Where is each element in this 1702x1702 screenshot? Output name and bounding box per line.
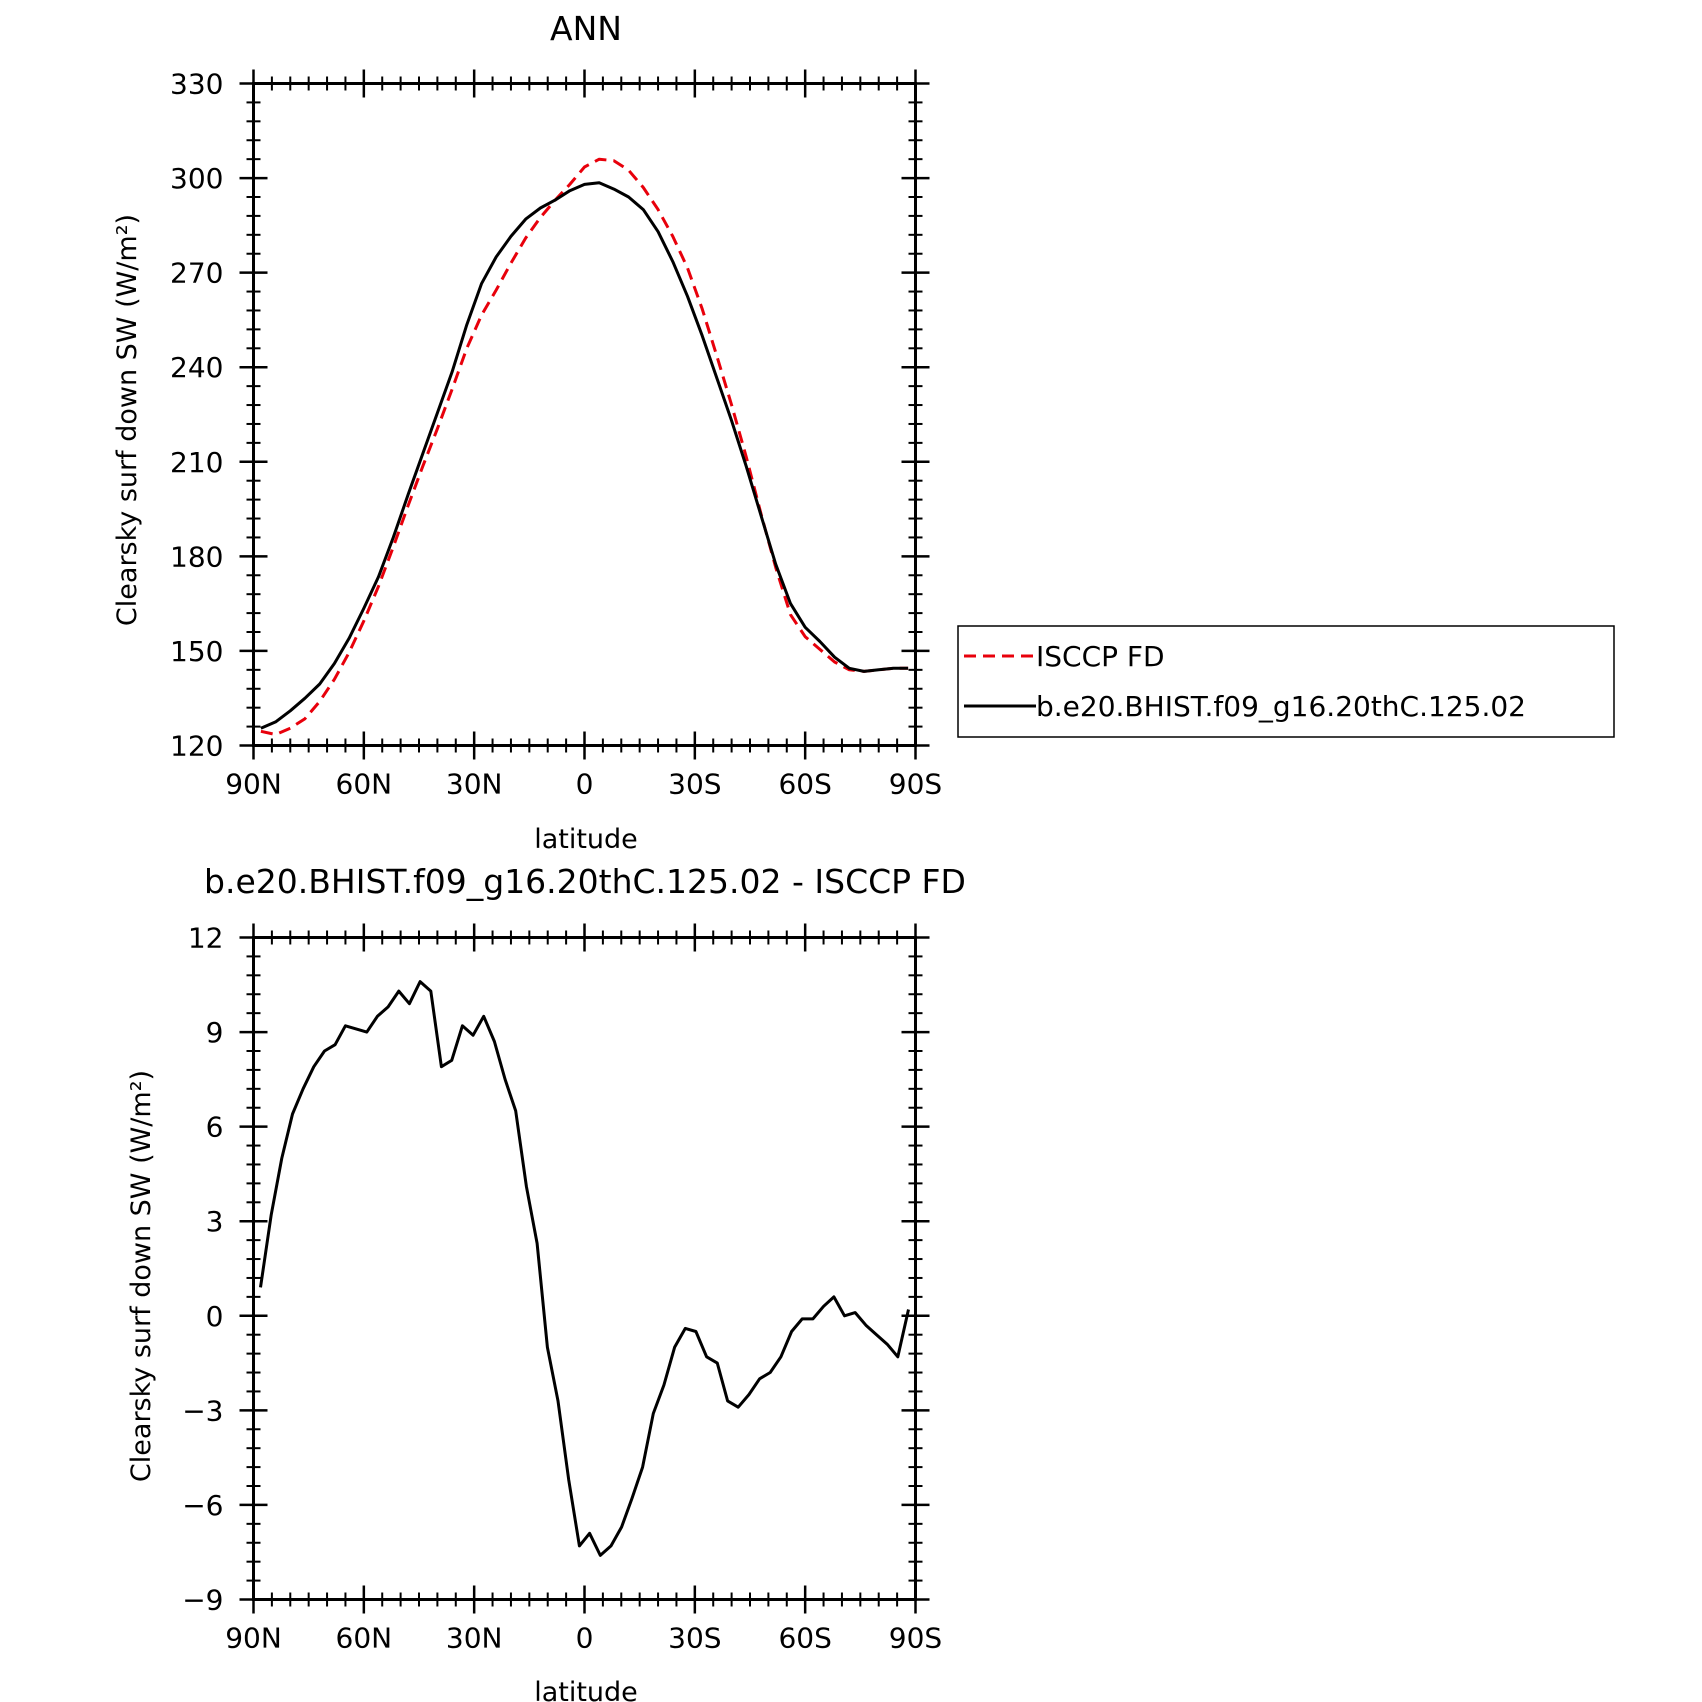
- y-tick-label: 6: [206, 1111, 224, 1144]
- plot-frame: [252, 82, 917, 747]
- x-tick-label: 90N: [225, 768, 282, 801]
- y-tick-label: 210: [170, 446, 223, 479]
- x-tick-label: 30N: [446, 768, 503, 801]
- x-tick-label: 90N: [225, 1622, 282, 1655]
- x-tick-label: 90S: [889, 1622, 942, 1655]
- y-tick-label: 0: [206, 1300, 224, 1333]
- x-axis-title: latitude: [534, 824, 638, 855]
- y-tick-label: 3: [206, 1205, 224, 1238]
- y-tick-label: 150: [170, 635, 223, 668]
- y-tick-label: 330: [170, 68, 223, 101]
- legend-label-model: b.e20.BHIST.f09_g16.20thC.125.02: [1036, 690, 1526, 723]
- x-tick-label: 60S: [778, 768, 831, 801]
- chart-title: b.e20.BHIST.f09_g16.20thC.125.02 - ISCCP…: [204, 862, 966, 901]
- x-tick-label: 60S: [778, 1622, 831, 1655]
- y-tick-label: −9: [182, 1584, 223, 1617]
- y-tick-label: 270: [170, 257, 223, 290]
- series-line-1: [260, 181, 909, 730]
- chart-title: ANN: [550, 9, 622, 48]
- x-tick-label: 60N: [336, 1622, 393, 1655]
- y-tick-label: 300: [170, 162, 223, 195]
- annual-zonal-mean-panel: ANN Clearsky surf down SW (W/m²) latitud…: [112, 9, 1615, 855]
- difference-panel: b.e20.BHIST.f09_g16.20thC.125.02 - ISCCP…: [126, 862, 966, 1702]
- y-tick-label: −3: [182, 1394, 223, 1427]
- x-tick-label: 90S: [889, 768, 942, 801]
- x-tick-label: 30N: [446, 1622, 503, 1655]
- x-tick-label: 60N: [336, 768, 393, 801]
- series-layer: [259, 980, 910, 1557]
- series-layer: [260, 157, 909, 736]
- y-tick-label: 120: [170, 730, 223, 763]
- legend-box: [957, 625, 1615, 738]
- y-tick-label: −6: [182, 1489, 223, 1522]
- y-tick-label: 180: [170, 540, 223, 573]
- y-tick-label: 12: [188, 922, 224, 955]
- y-axis-title: Clearsky surf down SW (W/m²): [112, 214, 143, 626]
- series-line-0: [260, 157, 909, 736]
- x-tick-label: 0: [576, 1622, 594, 1655]
- x-tick-label: 0: [576, 768, 594, 801]
- axis-ticks: −9 −6 −3 0 3 6 9 12 90N 60N 30N 0 30S 60S 90S: [182, 922, 942, 1655]
- x-tick-label: 30S: [668, 768, 721, 801]
- y-tick-label: 240: [170, 351, 223, 384]
- y-axis-title: Clearsky surf down SW (W/m²): [126, 1070, 157, 1482]
- legend-label-isccp: ISCCP FD: [1036, 640, 1165, 673]
- series-line-0: [259, 980, 910, 1557]
- y-tick-label: 9: [206, 1016, 224, 1049]
- plot-frame: [252, 936, 917, 1601]
- axis-ticks: 120 150 180 210 240 270 300 330 90N 60N 30N 0 30S 60S…: [170, 68, 942, 801]
- x-axis-title: latitude: [534, 1677, 638, 1702]
- legend: ISCCP FD b.e20.BHIST.f09_g16.20thC.125.0…: [957, 625, 1615, 738]
- x-tick-label: 30S: [668, 1622, 721, 1655]
